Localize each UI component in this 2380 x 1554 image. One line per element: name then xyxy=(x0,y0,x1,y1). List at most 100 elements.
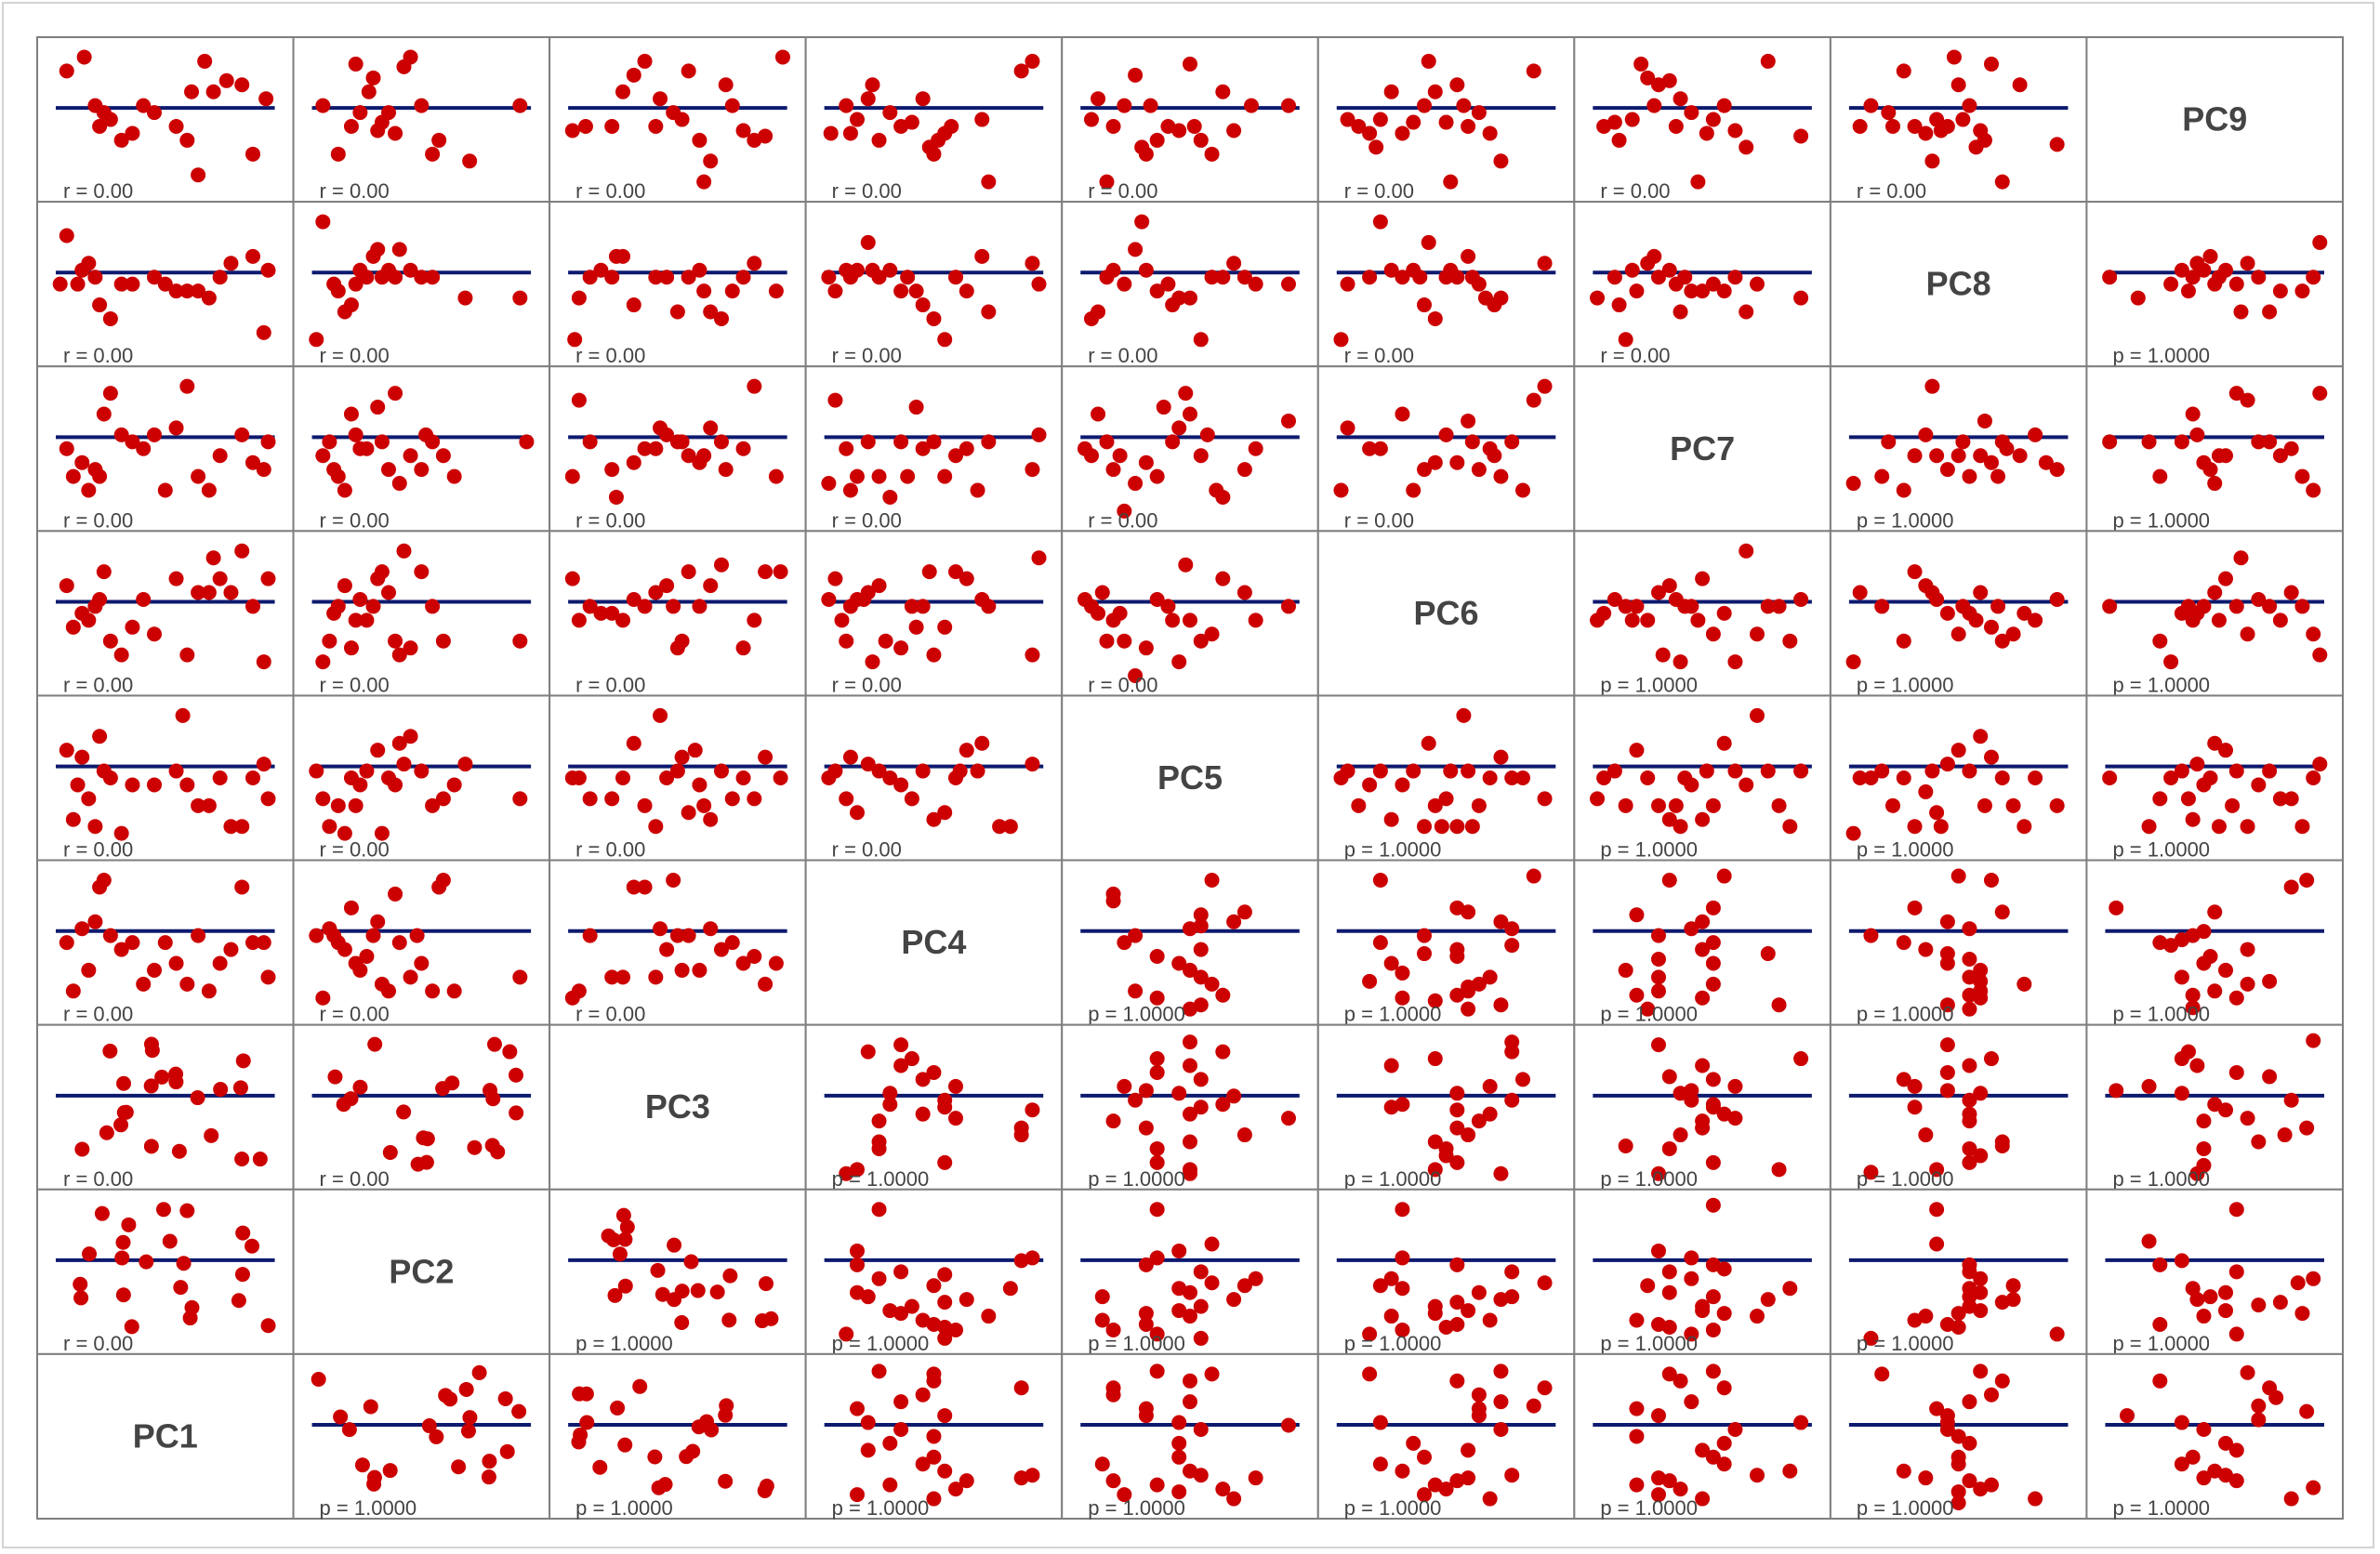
data-point xyxy=(1962,763,1977,779)
data-point xyxy=(1281,1417,1296,1433)
data-point xyxy=(258,91,274,107)
data-point xyxy=(1395,406,1410,422)
data-point xyxy=(102,928,118,943)
cell-border xyxy=(1573,365,1831,533)
data-point xyxy=(256,757,271,772)
data-point xyxy=(234,77,250,93)
data-point xyxy=(2306,1033,2321,1048)
data-point xyxy=(370,743,386,758)
data-point xyxy=(1874,468,1890,484)
data-point xyxy=(1973,1086,1989,1101)
data-point xyxy=(1482,125,1498,141)
data-point xyxy=(1372,935,1388,951)
data-point xyxy=(2102,270,2118,285)
data-point xyxy=(1471,1284,1487,1300)
data-point xyxy=(2240,392,2255,408)
data-point xyxy=(882,262,898,278)
data-point xyxy=(212,770,228,785)
cell-pc1-pc3: p = 1.0000 xyxy=(549,1352,807,1521)
data-point xyxy=(1661,873,1677,889)
data-point xyxy=(1183,1058,1197,1073)
data-point xyxy=(2120,1408,2135,1424)
data-point xyxy=(1091,91,1106,107)
p-value-label: p = 1.0000 xyxy=(2112,1496,2210,1520)
p-value-label: p = 1.0000 xyxy=(1088,1332,1185,1355)
data-point xyxy=(1646,248,1662,264)
data-point xyxy=(1739,543,1754,559)
data-point xyxy=(1661,578,1677,594)
data-point xyxy=(76,49,92,65)
data-point xyxy=(937,1092,953,1108)
data-point xyxy=(2012,448,2028,464)
data-point xyxy=(1149,132,1165,148)
data-point xyxy=(1618,797,1633,813)
data-point xyxy=(1624,262,1640,278)
data-point xyxy=(1939,1064,1955,1080)
cell-pc3-pc3: PC3 xyxy=(549,1023,807,1191)
data-point xyxy=(337,578,352,594)
data-point xyxy=(1782,633,1798,649)
data-point xyxy=(1852,585,1868,600)
data-point xyxy=(157,276,173,292)
data-point xyxy=(1215,84,1231,99)
data-point xyxy=(322,434,337,450)
data-point xyxy=(632,1378,648,1394)
data-point xyxy=(718,1407,734,1423)
data-point xyxy=(1215,987,1231,1003)
data-point xyxy=(113,825,129,841)
data-point xyxy=(2306,1480,2321,1495)
cell-pc2-pc2: PC2 xyxy=(292,1188,551,1355)
cell-border xyxy=(36,1352,295,1521)
data-point xyxy=(191,585,206,600)
cell-border xyxy=(1573,1023,1831,1191)
data-point xyxy=(1705,955,1721,971)
data-point xyxy=(1031,550,1047,566)
data-point xyxy=(1449,942,1465,957)
data-point xyxy=(564,123,580,138)
cell-pc9-pc6: r = 0.00 xyxy=(1316,36,1576,204)
data-point xyxy=(959,571,974,586)
data-point xyxy=(343,406,359,422)
data-point xyxy=(1493,1166,1509,1181)
data-point xyxy=(615,1207,631,1223)
data-point xyxy=(1673,304,1688,320)
data-point xyxy=(2202,949,2218,965)
data-point xyxy=(2049,591,2065,607)
data-point xyxy=(1684,1250,1699,1266)
data-point xyxy=(1924,378,1940,394)
data-point xyxy=(1946,49,1962,65)
data-point xyxy=(1493,290,1509,306)
cell-pc4-pc3: r = 0.00 xyxy=(549,859,807,1026)
data-point xyxy=(1526,63,1541,79)
data-point xyxy=(937,1295,953,1310)
data-point xyxy=(2312,647,2328,663)
r-value-label: r = 0.00 xyxy=(1600,179,1670,203)
data-point xyxy=(1193,1100,1209,1115)
cell-border xyxy=(1061,859,1319,1026)
data-point xyxy=(1368,139,1384,155)
data-point xyxy=(1629,1401,1645,1416)
data-point xyxy=(1128,928,1144,943)
data-point xyxy=(1482,770,1498,785)
data-point xyxy=(637,797,653,813)
data-point xyxy=(692,777,707,793)
data-point xyxy=(669,763,685,779)
data-point xyxy=(1493,1363,1509,1379)
data-point xyxy=(157,482,173,498)
data-point xyxy=(1950,448,1966,464)
r-value-label: r = 0.00 xyxy=(63,1003,133,1026)
p-value-label: p = 1.0000 xyxy=(2112,838,2210,862)
data-point xyxy=(1204,873,1220,889)
data-point xyxy=(2251,1412,2267,1428)
data-point xyxy=(1183,962,1197,978)
data-point xyxy=(1750,1309,1765,1324)
p-value-label: p = 1.0000 xyxy=(2112,1332,2210,1355)
data-point xyxy=(414,98,430,113)
data-point xyxy=(959,743,974,758)
data-point xyxy=(685,1443,701,1459)
data-point xyxy=(758,128,774,144)
data-point xyxy=(992,819,1008,835)
data-point xyxy=(508,1067,523,1083)
cell-pc8-pc5: r = 0.00 xyxy=(1061,201,1319,368)
data-point xyxy=(179,283,195,299)
